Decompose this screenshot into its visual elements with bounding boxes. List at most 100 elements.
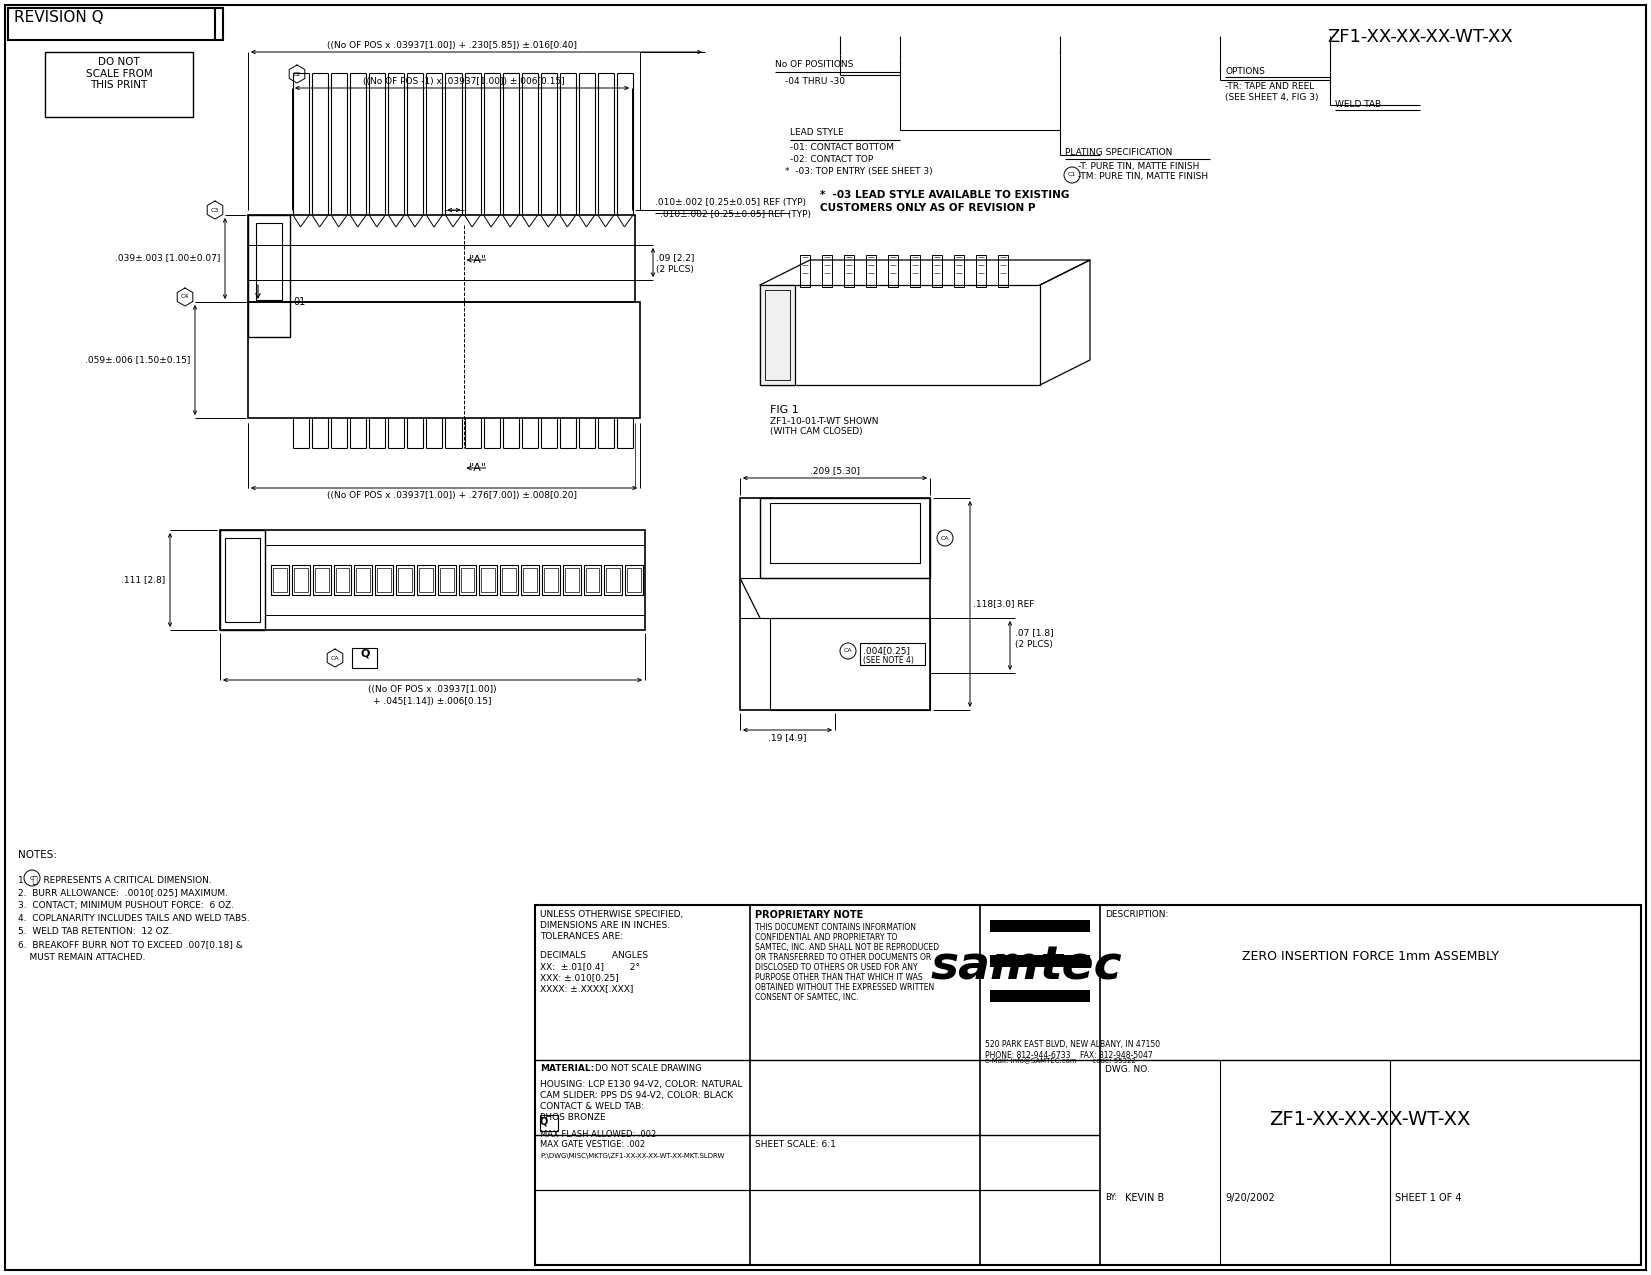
Text: tec: tec <box>1040 945 1123 989</box>
Text: Q: Q <box>360 649 370 659</box>
Text: CA: CA <box>941 536 949 541</box>
Bar <box>45 52 193 117</box>
Text: ((No OF POS x .03937[1.00]): ((No OF POS x .03937[1.00]) <box>368 685 497 694</box>
Bar <box>586 567 599 592</box>
Bar <box>459 565 477 595</box>
Text: PROPRIETARY NOTE: PROPRIETARY NOTE <box>755 910 863 921</box>
Text: OPTIONS: OPTIONS <box>1225 68 1265 76</box>
Text: .111 [2.8]: .111 [2.8] <box>121 575 165 584</box>
Text: .039±.003 [1.00±0.07]: .039±.003 [1.00±0.07] <box>114 254 220 263</box>
Text: CUSTOMERS ONLY AS OF REVISION P: CUSTOMERS ONLY AS OF REVISION P <box>821 203 1035 213</box>
Bar <box>933 255 943 287</box>
Text: OBTAINED WITHOUT THE EXPRESSED WRITTEN: OBTAINED WITHOUT THE EXPRESSED WRITTEN <box>755 983 934 992</box>
Bar <box>888 255 898 287</box>
Text: 3.  CONTACT; MINIMUM PUSHOUT FORCE:  6 OZ.: 3. CONTACT; MINIMUM PUSHOUT FORCE: 6 OZ. <box>18 901 234 910</box>
Text: 01: 01 <box>292 297 305 307</box>
Bar <box>461 567 474 592</box>
Bar <box>523 567 537 592</box>
Text: .09 [2.2]: .09 [2.2] <box>655 252 695 261</box>
Bar <box>604 565 622 595</box>
Text: (2 PLCS): (2 PLCS) <box>1015 640 1053 649</box>
Bar <box>500 565 518 595</box>
Bar <box>396 565 414 595</box>
Bar <box>991 955 1090 966</box>
Text: -04 THRU -30: -04 THRU -30 <box>784 76 845 85</box>
Bar <box>416 565 434 595</box>
Text: WELD TAB: WELD TAB <box>1336 99 1382 108</box>
Text: "A": "A" <box>469 255 487 265</box>
Text: .059±.006 [1.50±0.15]: .059±.006 [1.50±0.15] <box>84 356 190 365</box>
Text: P:\DWG\MISC\MKTG\ZF1-XX-XX-XX-WT-XX-MKT.SLDRW: P:\DWG\MISC\MKTG\ZF1-XX-XX-XX-WT-XX-MKT.… <box>540 1153 725 1159</box>
Bar <box>248 215 636 302</box>
Text: MAX FLASH ALLOWED: .002: MAX FLASH ALLOWED: .002 <box>540 1130 655 1139</box>
Text: DESCRIPTION:: DESCRIPTION: <box>1105 910 1169 919</box>
Bar <box>844 255 854 287</box>
Text: REVISION Q: REVISION Q <box>13 10 104 26</box>
Text: DECIMALS         ANGLES: DECIMALS ANGLES <box>540 951 649 960</box>
Bar <box>248 302 641 418</box>
Text: C: C <box>30 876 35 881</box>
Text: SHEET SCALE: 6:1: SHEET SCALE: 6:1 <box>755 1140 835 1149</box>
Text: (SEE NOTE 4): (SEE NOTE 4) <box>863 657 915 666</box>
Text: MUST REMAIN ATTACHED.: MUST REMAIN ATTACHED. <box>18 952 145 963</box>
Bar <box>376 567 391 592</box>
Bar <box>997 255 1009 287</box>
Text: 9/20/2002: 9/20/2002 <box>1225 1193 1275 1204</box>
Text: .209 [5.30]: .209 [5.30] <box>811 465 860 476</box>
Text: C4: C4 <box>182 295 190 300</box>
Bar <box>439 567 454 592</box>
Bar <box>438 565 456 595</box>
Text: 4.  COPLANARITY INCLUDES TAILS AND WELD TABS.: 4. COPLANARITY INCLUDES TAILS AND WELD T… <box>18 914 249 923</box>
Bar <box>398 567 411 592</box>
Text: ((No OF POS -1) x .03937[1.00]) ±.006[0.15]: ((No OF POS -1) x .03937[1.00]) ±.006[0.… <box>363 76 565 85</box>
Text: ((No OF POS x .03937[1.00]) + .230[5.85]) ±.016[0.40]: ((No OF POS x .03937[1.00]) + .230[5.85]… <box>327 41 576 50</box>
Bar <box>479 565 497 595</box>
Bar <box>256 223 282 300</box>
Bar <box>867 255 877 287</box>
Text: PURPOSE OTHER THAN THAT WHICH IT WAS: PURPOSE OTHER THAN THAT WHICH IT WAS <box>755 973 923 982</box>
Text: SAMTEC, INC. AND SHALL NOT BE REPRODUCED: SAMTEC, INC. AND SHALL NOT BE REPRODUCED <box>755 944 939 952</box>
Bar <box>312 565 330 595</box>
Bar <box>769 504 920 564</box>
Bar <box>352 648 376 668</box>
Text: No OF POSITIONS: No OF POSITIONS <box>774 60 854 69</box>
Bar <box>272 567 287 592</box>
Text: MAX GATE VESTIGE: .002: MAX GATE VESTIGE: .002 <box>540 1140 646 1149</box>
Text: DO NOT SCALE DRAWING: DO NOT SCALE DRAWING <box>594 1065 702 1074</box>
Bar <box>355 565 371 595</box>
Text: SHEET 1 OF 4: SHEET 1 OF 4 <box>1395 1193 1461 1204</box>
Text: THIS DOCUMENT CONTAINS INFORMATION: THIS DOCUMENT CONTAINS INFORMATION <box>755 923 916 932</box>
Text: OR TRANSFERRED TO OTHER DOCUMENTS OR: OR TRANSFERRED TO OTHER DOCUMENTS OR <box>755 952 931 963</box>
Text: NOTES:: NOTES: <box>18 850 58 861</box>
Bar <box>543 567 558 592</box>
Bar <box>822 255 832 287</box>
Bar <box>991 989 1090 1002</box>
Text: BY:: BY: <box>1105 1193 1118 1202</box>
Bar <box>954 255 964 287</box>
Text: XXX: ±.010[0.25]: XXX: ±.010[0.25] <box>540 973 619 982</box>
Bar <box>764 289 789 380</box>
Text: ZERO INSERTION FORCE 1mm ASSEMBLY: ZERO INSERTION FORCE 1mm ASSEMBLY <box>1242 950 1499 963</box>
Text: C1: C1 <box>1068 172 1076 177</box>
Text: DISCLOSED TO OTHERS OR USED FOR ANY: DISCLOSED TO OTHERS OR USED FOR ANY <box>755 963 918 972</box>
Text: TOLERANCES ARE:: TOLERANCES ARE: <box>540 932 622 941</box>
Text: .118[3.0] REF: .118[3.0] REF <box>972 599 1035 608</box>
Bar <box>991 921 1090 932</box>
Text: .010±.002 [0.25±0.05] REF (TYP): .010±.002 [0.25±0.05] REF (TYP) <box>655 198 806 207</box>
Bar <box>522 565 538 595</box>
Bar <box>801 255 811 287</box>
Text: -TR: TAPE AND REEL: -TR: TAPE AND REEL <box>1225 82 1314 91</box>
Bar <box>271 565 289 595</box>
Text: KEVIN B: KEVIN B <box>1124 1193 1164 1204</box>
Text: *  -03 LEAD STYLE AVAILABLE TO EXISTING: * -03 LEAD STYLE AVAILABLE TO EXISTING <box>821 190 1070 200</box>
Bar <box>220 530 646 630</box>
Text: (SEE SHEET 4, FIG 3): (SEE SHEET 4, FIG 3) <box>1225 93 1319 102</box>
Bar <box>542 565 560 595</box>
Text: C2: C2 <box>292 71 300 76</box>
Bar <box>294 567 307 592</box>
Text: LEAD STYLE: LEAD STYLE <box>789 128 844 136</box>
Bar <box>220 530 266 630</box>
Bar <box>535 905 1641 1265</box>
Bar <box>482 567 495 592</box>
Text: 2.  BURR ALLOWANCE:  .0010[.025] MAXIMUM.: 2. BURR ALLOWANCE: .0010[.025] MAXIMUM. <box>18 887 228 898</box>
